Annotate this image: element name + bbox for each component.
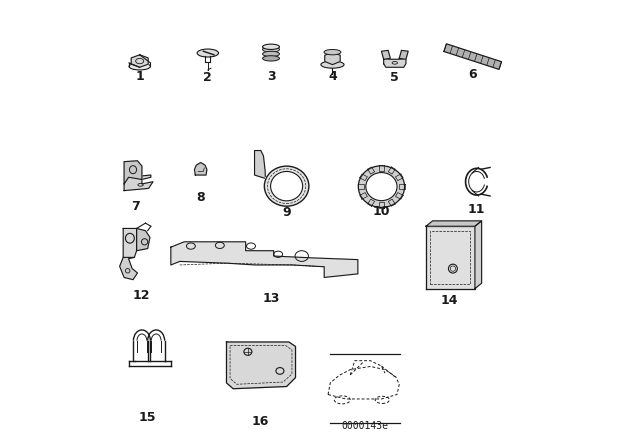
- Polygon shape: [426, 221, 482, 226]
- Ellipse shape: [264, 166, 309, 206]
- Polygon shape: [426, 226, 475, 289]
- Polygon shape: [399, 50, 408, 59]
- Text: 8: 8: [196, 190, 205, 203]
- Polygon shape: [227, 342, 296, 389]
- Polygon shape: [124, 161, 142, 184]
- Ellipse shape: [262, 56, 280, 61]
- Ellipse shape: [197, 49, 218, 57]
- Text: 9: 9: [282, 206, 291, 219]
- Polygon shape: [255, 151, 265, 178]
- Polygon shape: [444, 44, 502, 69]
- Text: 2: 2: [204, 71, 212, 84]
- Text: 12: 12: [132, 289, 150, 302]
- Ellipse shape: [262, 47, 280, 52]
- Text: 16: 16: [252, 414, 269, 427]
- Text: 15: 15: [138, 411, 156, 424]
- Polygon shape: [136, 228, 150, 251]
- Text: 11: 11: [468, 202, 486, 215]
- Ellipse shape: [262, 44, 280, 49]
- Ellipse shape: [129, 63, 150, 70]
- Polygon shape: [131, 55, 148, 67]
- Polygon shape: [195, 163, 207, 175]
- Polygon shape: [324, 52, 340, 65]
- Ellipse shape: [262, 51, 280, 56]
- Ellipse shape: [321, 61, 344, 68]
- Polygon shape: [475, 221, 482, 289]
- Text: 0000143e: 0000143e: [342, 421, 388, 431]
- Text: 7: 7: [131, 199, 140, 212]
- Ellipse shape: [271, 172, 303, 201]
- Polygon shape: [383, 59, 406, 67]
- Ellipse shape: [324, 49, 341, 55]
- Text: 14: 14: [440, 294, 458, 307]
- Ellipse shape: [358, 166, 404, 207]
- Ellipse shape: [366, 172, 397, 201]
- Text: 1: 1: [135, 70, 144, 83]
- Text: 10: 10: [372, 205, 390, 218]
- Text: 4: 4: [328, 70, 337, 83]
- Polygon shape: [124, 175, 153, 190]
- Polygon shape: [124, 228, 136, 258]
- Polygon shape: [381, 50, 390, 59]
- Text: 5: 5: [390, 71, 399, 84]
- Text: 13: 13: [262, 292, 280, 305]
- Polygon shape: [120, 258, 138, 280]
- Text: 3: 3: [267, 70, 275, 83]
- Polygon shape: [171, 242, 358, 277]
- Text: 6: 6: [468, 68, 477, 81]
